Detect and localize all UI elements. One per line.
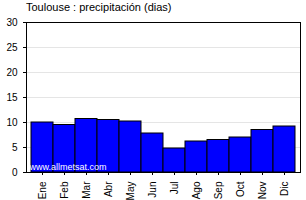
svg-text:Feb: Feb: [59, 181, 70, 199]
svg-text:Ene: Ene: [37, 181, 48, 199]
svg-text:5: 5: [12, 142, 18, 153]
svg-text:Sep: Sep: [213, 181, 224, 199]
svg-text:Jul: Jul: [169, 182, 180, 195]
svg-text:www.allmetsat.com: www.allmetsat.com: [29, 162, 107, 172]
svg-text:25: 25: [6, 42, 18, 53]
svg-text:15: 15: [6, 92, 18, 103]
svg-text:Nov: Nov: [257, 182, 268, 200]
svg-text:0: 0: [12, 167, 18, 178]
svg-text:Abr: Abr: [103, 181, 114, 197]
svg-text:May: May: [125, 182, 136, 200]
svg-text:30: 30: [6, 17, 18, 28]
svg-text:Ago: Ago: [191, 181, 202, 199]
svg-text:10: 10: [6, 117, 18, 128]
html-text:Toulouse : precipitación (dias: Toulouse : precipitación (dias): [26, 1, 172, 13]
svg-text:20: 20: [6, 67, 18, 78]
svg-text:Oct: Oct: [235, 181, 246, 197]
svg-text:Jun: Jun: [147, 182, 158, 198]
svg-text:Mar: Mar: [81, 181, 92, 199]
svg-text:Dic: Dic: [279, 182, 290, 196]
